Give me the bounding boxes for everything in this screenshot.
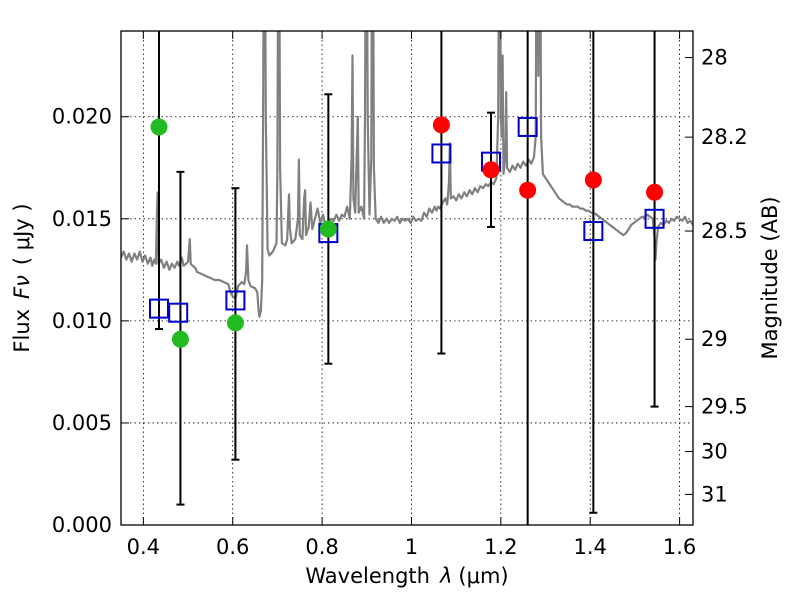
y-axis-label: FluxFν( μJy ): [10, 203, 34, 352]
model-band-square: [168, 302, 189, 323]
model-band-square: [583, 221, 604, 242]
y2-tick-label: 28: [701, 46, 728, 70]
y-tick-label: 0.010: [52, 309, 112, 333]
data-markers: [148, 116, 665, 348]
observed-nir-point: [482, 161, 500, 179]
observed-optical-point: [226, 314, 244, 332]
observed-nir-point: [432, 116, 450, 134]
y-tick-label: 0.020: [52, 105, 112, 129]
observed-nir-point: [584, 171, 602, 189]
y2-tick-label: 28.2: [701, 125, 748, 149]
x-tick-label: 0.6: [216, 535, 249, 559]
x-tick-label: 1: [405, 535, 418, 559]
x-tick-label: 1.6: [663, 535, 696, 559]
observed-optical-point: [150, 118, 168, 136]
x-tick-label: 1.4: [574, 535, 607, 559]
y2-tick-label: 28.5: [701, 219, 748, 243]
y-tick-label: 0.005: [52, 411, 112, 435]
axis-ticks: 0.4 0.6 0.8 1 1.2 1.4 1.6 0.000 0.005 0.010 0.015 0…: [52, 31, 748, 559]
model-band-square: [431, 143, 452, 164]
model-band-square: [225, 290, 246, 311]
x-tick-label: 1.2: [484, 535, 517, 559]
x-axis-label: Wavelength λ (μm): [305, 564, 508, 588]
y-tick-label: 0.000: [52, 513, 112, 537]
y2-axis-label: Magnitude (AB): [758, 196, 782, 359]
x-tick-label: 0.8: [305, 535, 338, 559]
y2-tick-label: 31: [701, 482, 728, 506]
observed-optical-point: [319, 220, 337, 238]
x-tick-label: 0.4: [127, 535, 160, 559]
y-tick-label: 0.015: [52, 207, 112, 231]
error-bars: [154, 31, 659, 525]
model-band-square: [644, 208, 665, 229]
model-band-square: [517, 116, 538, 137]
spectrum-layer: [121, 31, 693, 318]
observed-optical-point: [171, 330, 189, 348]
model-spectrum-line: [121, 31, 693, 318]
y2-tick-label: 29.5: [701, 395, 748, 419]
plot-frame: [120, 30, 694, 526]
y2-tick-label: 29: [701, 327, 728, 351]
y2-tick-label: 30: [701, 440, 728, 464]
model-band-square: [148, 298, 169, 319]
observed-nir-point: [646, 183, 664, 201]
grid-lines: [121, 31, 693, 526]
observed-nir-point: [519, 181, 537, 199]
